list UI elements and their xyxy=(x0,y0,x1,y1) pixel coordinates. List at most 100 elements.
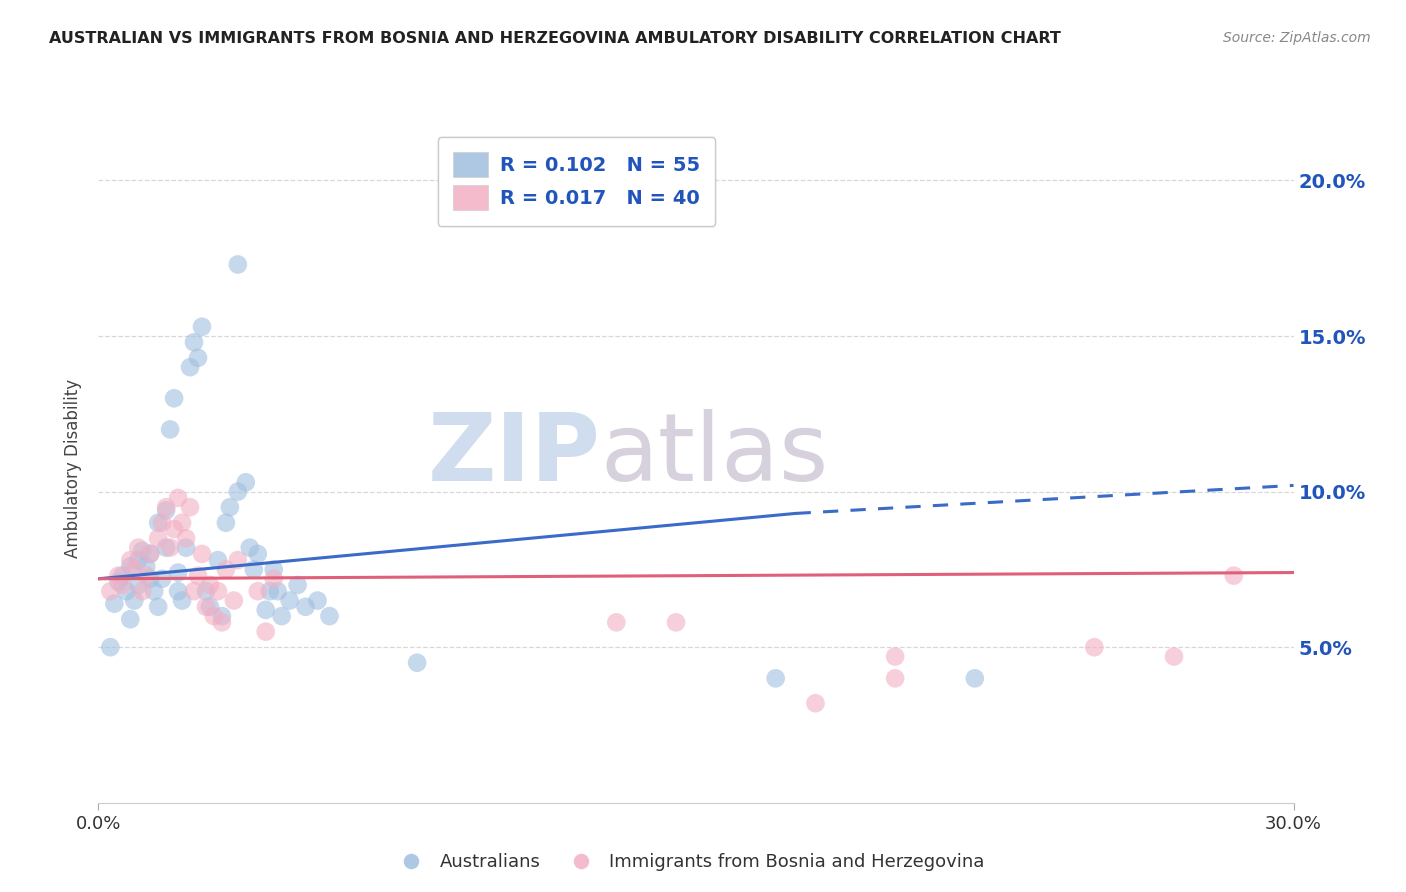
Point xyxy=(215,562,238,576)
Point xyxy=(187,351,209,365)
Point xyxy=(318,609,340,624)
Point xyxy=(131,543,153,558)
Point xyxy=(263,572,285,586)
Point xyxy=(124,593,146,607)
Point xyxy=(135,568,157,582)
Point xyxy=(246,584,269,599)
Point xyxy=(406,656,429,670)
Point xyxy=(139,547,162,561)
Point xyxy=(211,615,233,630)
Point xyxy=(115,584,138,599)
Point xyxy=(167,566,190,580)
Point xyxy=(179,360,201,375)
Point xyxy=(120,553,142,567)
Point xyxy=(1163,649,1185,664)
Point xyxy=(198,599,221,614)
Text: atlas: atlas xyxy=(600,409,828,501)
Point xyxy=(172,593,194,607)
Y-axis label: Ambulatory Disability: Ambulatory Disability xyxy=(65,379,83,558)
Point xyxy=(155,500,177,515)
Point xyxy=(107,568,129,582)
Point xyxy=(207,584,229,599)
Point xyxy=(191,547,214,561)
Point xyxy=(267,584,290,599)
Point xyxy=(263,562,285,576)
Legend: Australians, Immigrants from Bosnia and Herzegovina: Australians, Immigrants from Bosnia and … xyxy=(385,847,993,879)
Point xyxy=(100,584,122,599)
Point xyxy=(278,593,301,607)
Point xyxy=(211,609,233,624)
Point xyxy=(179,500,201,515)
Point xyxy=(139,547,162,561)
Point xyxy=(259,584,281,599)
Point xyxy=(148,531,170,545)
Point xyxy=(167,584,190,599)
Point xyxy=(195,584,218,599)
Point xyxy=(1222,568,1246,582)
Point xyxy=(222,593,245,607)
Point xyxy=(804,696,827,710)
Point xyxy=(239,541,262,555)
Point xyxy=(1083,640,1105,655)
Point xyxy=(270,609,292,624)
Point xyxy=(143,584,166,599)
Text: AUSTRALIAN VS IMMIGRANTS FROM BOSNIA AND HERZEGOVINA AMBULATORY DISABILITY CORRE: AUSTRALIAN VS IMMIGRANTS FROM BOSNIA AND… xyxy=(49,31,1062,46)
Point xyxy=(120,559,142,574)
Point xyxy=(174,541,197,555)
Point xyxy=(884,671,907,685)
Point xyxy=(127,553,149,567)
Point xyxy=(103,597,125,611)
Point xyxy=(191,319,214,334)
Point xyxy=(150,516,173,530)
Point xyxy=(135,559,157,574)
Point xyxy=(131,584,153,599)
Point xyxy=(107,574,129,589)
Point xyxy=(226,484,249,499)
Point xyxy=(254,624,277,639)
Point xyxy=(254,603,277,617)
Point xyxy=(148,516,170,530)
Text: Source: ZipAtlas.com: Source: ZipAtlas.com xyxy=(1223,31,1371,45)
Point xyxy=(246,547,269,561)
Point xyxy=(111,578,134,592)
Point xyxy=(287,578,309,592)
Text: ZIP: ZIP xyxy=(427,409,600,501)
Point xyxy=(111,568,134,582)
Point xyxy=(183,584,205,599)
Point xyxy=(207,553,229,567)
Point xyxy=(198,578,221,592)
Point xyxy=(605,615,627,630)
Point xyxy=(884,649,907,664)
Point xyxy=(139,572,162,586)
Point xyxy=(243,562,266,576)
Point xyxy=(765,671,787,685)
Point xyxy=(155,541,177,555)
Point xyxy=(124,562,146,576)
Point xyxy=(120,612,142,626)
Point xyxy=(127,541,149,555)
Point xyxy=(150,572,173,586)
Point xyxy=(215,516,238,530)
Point xyxy=(219,500,242,515)
Point xyxy=(100,640,122,655)
Point xyxy=(163,392,186,406)
Legend: R = 0.102   N = 55, R = 0.017   N = 40: R = 0.102 N = 55, R = 0.017 N = 40 xyxy=(437,136,716,226)
Point xyxy=(172,516,194,530)
Point xyxy=(148,599,170,614)
Point xyxy=(183,335,205,350)
Point xyxy=(155,503,177,517)
Point xyxy=(202,609,225,624)
Point xyxy=(665,615,688,630)
Point xyxy=(159,541,181,555)
Point xyxy=(307,593,329,607)
Point xyxy=(226,553,249,567)
Point xyxy=(226,258,249,272)
Point xyxy=(159,422,181,436)
Point xyxy=(187,568,209,582)
Point xyxy=(235,475,257,490)
Point xyxy=(127,578,149,592)
Point xyxy=(163,522,186,536)
Point xyxy=(195,599,218,614)
Point xyxy=(963,671,986,685)
Point xyxy=(294,599,316,614)
